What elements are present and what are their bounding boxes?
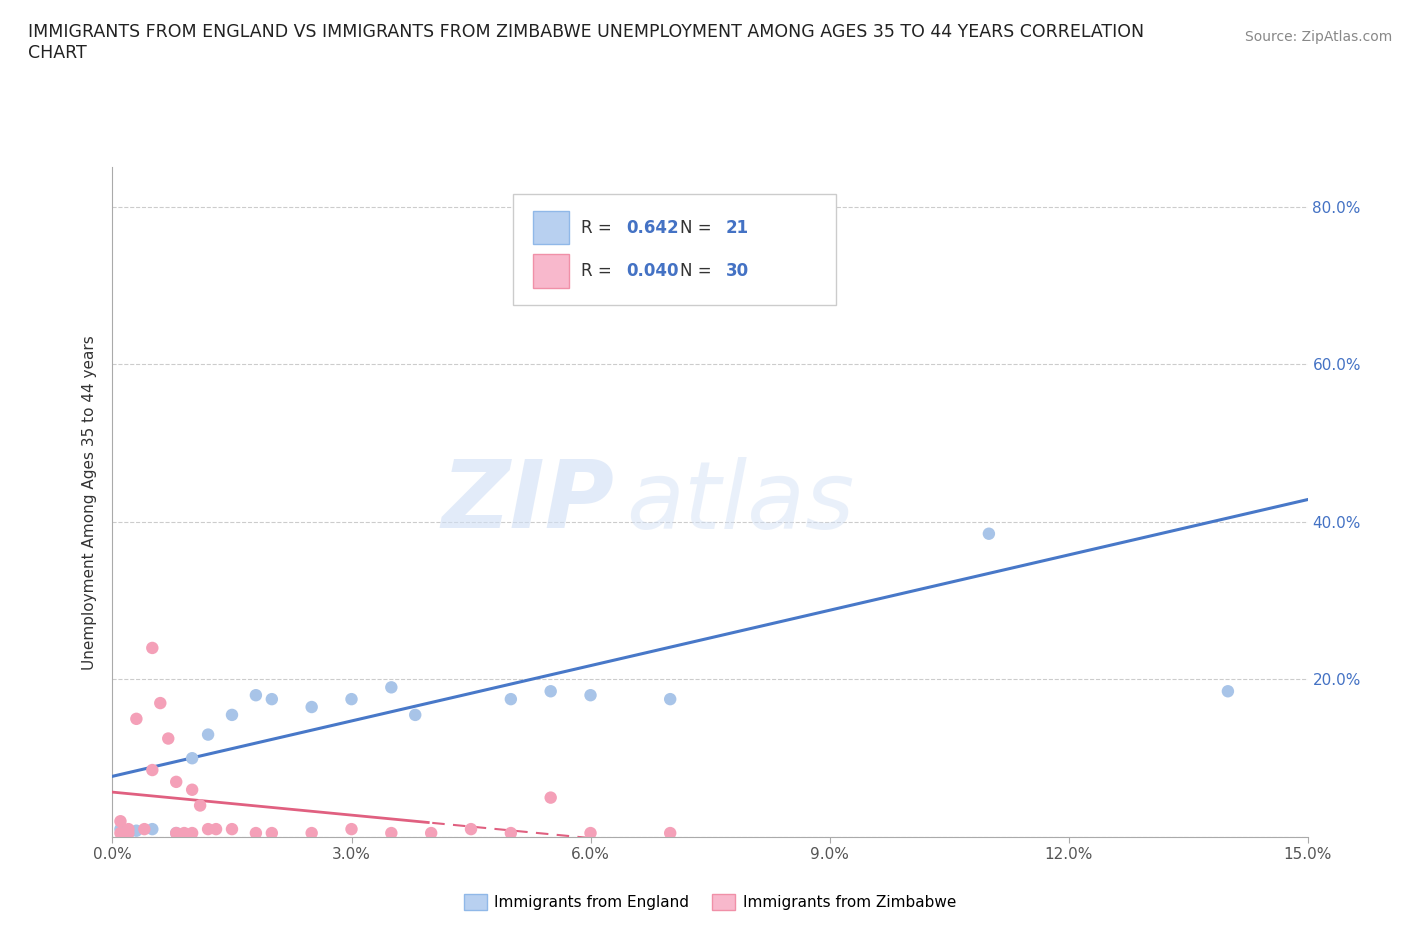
Point — [380, 680, 402, 695]
Point — [134, 822, 156, 837]
Point — [149, 696, 172, 711]
Point — [301, 699, 323, 714]
Point — [205, 822, 228, 837]
Text: CHART: CHART — [28, 44, 87, 61]
Text: R =: R = — [581, 262, 617, 280]
Point — [579, 826, 602, 841]
Point — [181, 826, 204, 841]
Y-axis label: Unemployment Among Ages 35 to 44 years: Unemployment Among Ages 35 to 44 years — [82, 335, 97, 670]
Point — [197, 822, 219, 837]
Text: 0.642: 0.642 — [627, 219, 679, 236]
Point — [1216, 684, 1239, 698]
Text: Source: ZipAtlas.com: Source: ZipAtlas.com — [1244, 30, 1392, 44]
Point — [188, 798, 211, 813]
Point — [110, 814, 132, 829]
Point — [460, 822, 482, 837]
Point — [117, 826, 139, 841]
Point — [499, 826, 522, 841]
Point — [125, 711, 148, 726]
Text: atlas: atlas — [626, 457, 855, 548]
Text: ZIP: ZIP — [441, 457, 614, 548]
Point — [245, 826, 267, 841]
Point — [165, 826, 187, 841]
Point — [579, 688, 602, 703]
Point — [117, 822, 139, 837]
Text: N =: N = — [681, 219, 717, 236]
Point — [141, 822, 163, 837]
Point — [157, 731, 180, 746]
Text: N =: N = — [681, 262, 717, 280]
FancyBboxPatch shape — [533, 255, 569, 288]
Point — [165, 775, 187, 790]
Point — [141, 763, 163, 777]
Point — [141, 641, 163, 656]
Text: 0.040: 0.040 — [627, 262, 679, 280]
Text: R =: R = — [581, 219, 617, 236]
Point — [110, 822, 132, 837]
Point — [404, 708, 426, 723]
Point — [110, 826, 132, 841]
Point — [181, 782, 204, 797]
Point — [540, 684, 562, 698]
Point — [197, 727, 219, 742]
Point — [499, 692, 522, 707]
Point — [221, 708, 243, 723]
Point — [260, 826, 283, 841]
Point — [659, 692, 682, 707]
Point — [540, 790, 562, 805]
Text: 21: 21 — [725, 219, 748, 236]
Point — [340, 822, 363, 837]
Text: IMMIGRANTS FROM ENGLAND VS IMMIGRANTS FROM ZIMBABWE UNEMPLOYMENT AMONG AGES 35 T: IMMIGRANTS FROM ENGLAND VS IMMIGRANTS FR… — [28, 23, 1144, 41]
Point — [260, 692, 283, 707]
Point — [340, 692, 363, 707]
FancyBboxPatch shape — [513, 194, 835, 305]
Point — [420, 826, 443, 841]
Point — [117, 826, 139, 841]
Point — [977, 526, 1000, 541]
Point — [643, 290, 665, 305]
Point — [659, 826, 682, 841]
Point — [165, 826, 187, 841]
Point — [221, 822, 243, 837]
Point — [173, 826, 195, 841]
Legend: Immigrants from England, Immigrants from Zimbabwe: Immigrants from England, Immigrants from… — [458, 888, 962, 916]
Point — [301, 826, 323, 841]
Text: 30: 30 — [725, 262, 748, 280]
Point — [125, 823, 148, 838]
FancyBboxPatch shape — [533, 211, 569, 245]
Point — [380, 826, 402, 841]
Point — [245, 688, 267, 703]
Point — [181, 751, 204, 765]
